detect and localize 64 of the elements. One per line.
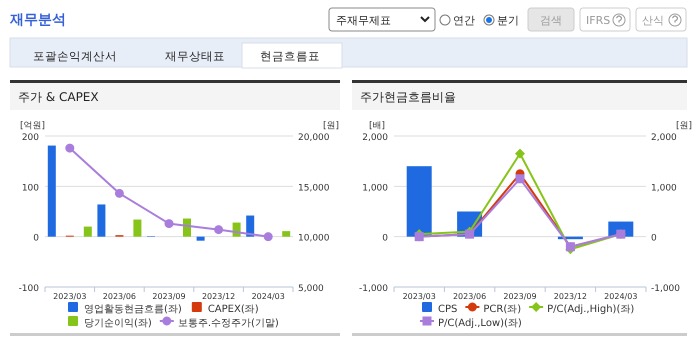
y2-tick-label: 2,000 <box>651 133 678 143</box>
x-tick-label: 2023/03 <box>402 292 436 301</box>
y-tick-label: 2,000 <box>362 133 388 143</box>
text: 주재무제표 <box>336 14 391 27</box>
text: 분기 <box>497 14 519 27</box>
bar <box>282 231 290 237</box>
text: 재무분석 <box>9 12 66 28</box>
legend-label: 영업활동현금흐름(좌) <box>84 304 182 315</box>
x-tick-label: 2023/09 <box>503 292 537 301</box>
x-tick-label: 2023/03 <box>53 292 86 301</box>
point <box>114 188 124 198</box>
x-tick-label: 2023/06 <box>452 292 486 301</box>
text: 포괄손익계산서 <box>33 49 117 63</box>
text: IFRS <box>586 14 610 27</box>
bar <box>97 204 106 237</box>
text: 연간 <box>453 14 475 27</box>
text: 산식 <box>642 14 664 27</box>
legend-label: PCR(좌) <box>483 304 522 315</box>
x-tick-label: 2023/09 <box>152 292 186 301</box>
y-tick-label: -100 <box>18 284 40 294</box>
x-tick-label: 2023/12 <box>202 292 236 301</box>
y-tick-label: 0 <box>382 234 388 244</box>
y-tick-label: 1,000 <box>362 183 388 194</box>
x-tick-label: 2024/03 <box>252 292 285 301</box>
y2-tick-label: 1,000 <box>651 183 678 194</box>
legend-label: 보통주.수정주가(기말) <box>178 318 279 329</box>
y-tick-label: -1,000 <box>358 284 388 294</box>
legend-label: 당기순이익(좌) <box>84 318 152 329</box>
point <box>515 148 525 159</box>
bar <box>133 220 142 237</box>
point <box>214 225 224 234</box>
text: 검색 <box>540 14 562 27</box>
y2-axis-title: [원] <box>676 121 692 131</box>
legend-label: P/C(Adj.,High)(좌) <box>547 304 634 315</box>
chart-title: 주가현금흐름비율 <box>360 90 456 104</box>
point <box>164 219 174 228</box>
y2-tick-label: -1,000 <box>651 284 680 294</box>
bar <box>406 166 432 237</box>
point <box>264 232 273 242</box>
x-tick-label: 2023/12 <box>554 292 588 301</box>
y2-axis-title: [원] <box>323 121 340 131</box>
y-axis-title: [억원] <box>20 121 46 131</box>
chart-title: 주가 & CAPEX <box>18 90 99 104</box>
legend-label: CPS <box>438 304 458 315</box>
y-tick-label: 200 <box>22 133 40 143</box>
point <box>516 174 524 184</box>
y2-tick-label: 5,000 <box>298 284 324 294</box>
y-tick-label: 100 <box>22 183 40 194</box>
y2-tick-label: 15,000 <box>298 183 330 194</box>
y-axis-title: [배] <box>369 121 386 131</box>
y2-tick-label: 10,000 <box>298 234 330 244</box>
x-tick-label: 2024/03 <box>604 292 638 301</box>
y-tick-label: 0 <box>33 234 40 244</box>
point <box>65 144 74 153</box>
y2-tick-label: 0 <box>651 234 657 244</box>
bar <box>196 236 205 241</box>
text: 현금흐름표 <box>260 49 320 63</box>
x-tick-label: 2023/06 <box>102 292 136 301</box>
y2-tick-label: 20,000 <box>298 133 330 143</box>
bar <box>84 226 92 237</box>
bar <box>48 146 56 237</box>
text: 재무상태표 <box>165 49 225 63</box>
legend-label: P/C(Adj.,Low)(좌) <box>438 318 522 329</box>
legend-label: CAPEX(좌) <box>208 304 259 315</box>
